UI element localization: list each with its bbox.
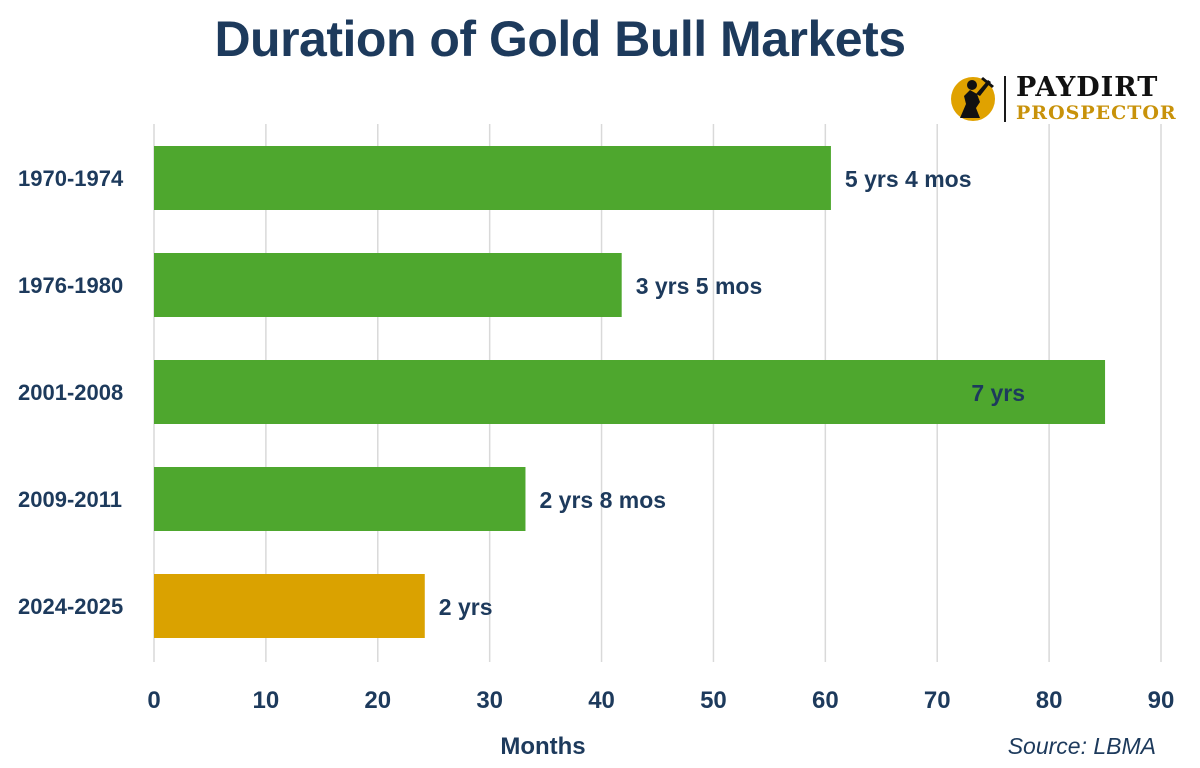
x-tick-label: 90 xyxy=(1148,687,1175,714)
bar xyxy=(154,253,622,317)
bar xyxy=(154,146,831,210)
x-tick-label: 10 xyxy=(253,687,280,714)
x-tick-label: 0 xyxy=(147,687,160,714)
x-tick-label: 40 xyxy=(588,687,615,714)
logo: PAYDIRT PROSPECTOR xyxy=(950,72,1186,128)
y-category-label: 2001-2008 xyxy=(18,380,123,405)
logo-divider xyxy=(1004,76,1006,122)
y-category-label: 2024-2025 xyxy=(18,594,123,619)
x-tick-label: 70 xyxy=(924,687,951,714)
bar xyxy=(154,360,1106,424)
logo-wordmark-bottom: PROSPECTOR xyxy=(1016,102,1177,124)
y-category-label: 2009-2011 xyxy=(18,487,122,512)
x-tick-label: 20 xyxy=(364,687,391,714)
source-note: Source: LBMA xyxy=(1007,733,1156,759)
logo-wordmark-top: PAYDIRT xyxy=(1016,72,1159,103)
x-tick-label: 50 xyxy=(700,687,727,714)
x-axis-label: Months xyxy=(500,733,585,760)
bar xyxy=(154,467,526,531)
y-category-label: 1970-1974 xyxy=(18,166,124,191)
y-category-label: 1976-1980 xyxy=(18,273,123,298)
data-label: 2 yrs xyxy=(439,594,493,620)
data-label: 7 yrs xyxy=(971,380,1025,406)
bar xyxy=(154,574,425,638)
data-label: 5 yrs 4 mos xyxy=(845,166,972,192)
x-tick-label: 80 xyxy=(1036,687,1063,714)
data-label: 3 yrs 5 mos xyxy=(636,273,763,299)
chart-title: Duration of Gold Bull Markets xyxy=(214,11,906,67)
x-tick-label: 60 xyxy=(812,687,839,714)
data-label: 2 yrs 8 mos xyxy=(539,487,666,513)
miner-icon xyxy=(951,77,995,121)
x-tick-label: 30 xyxy=(476,687,503,714)
